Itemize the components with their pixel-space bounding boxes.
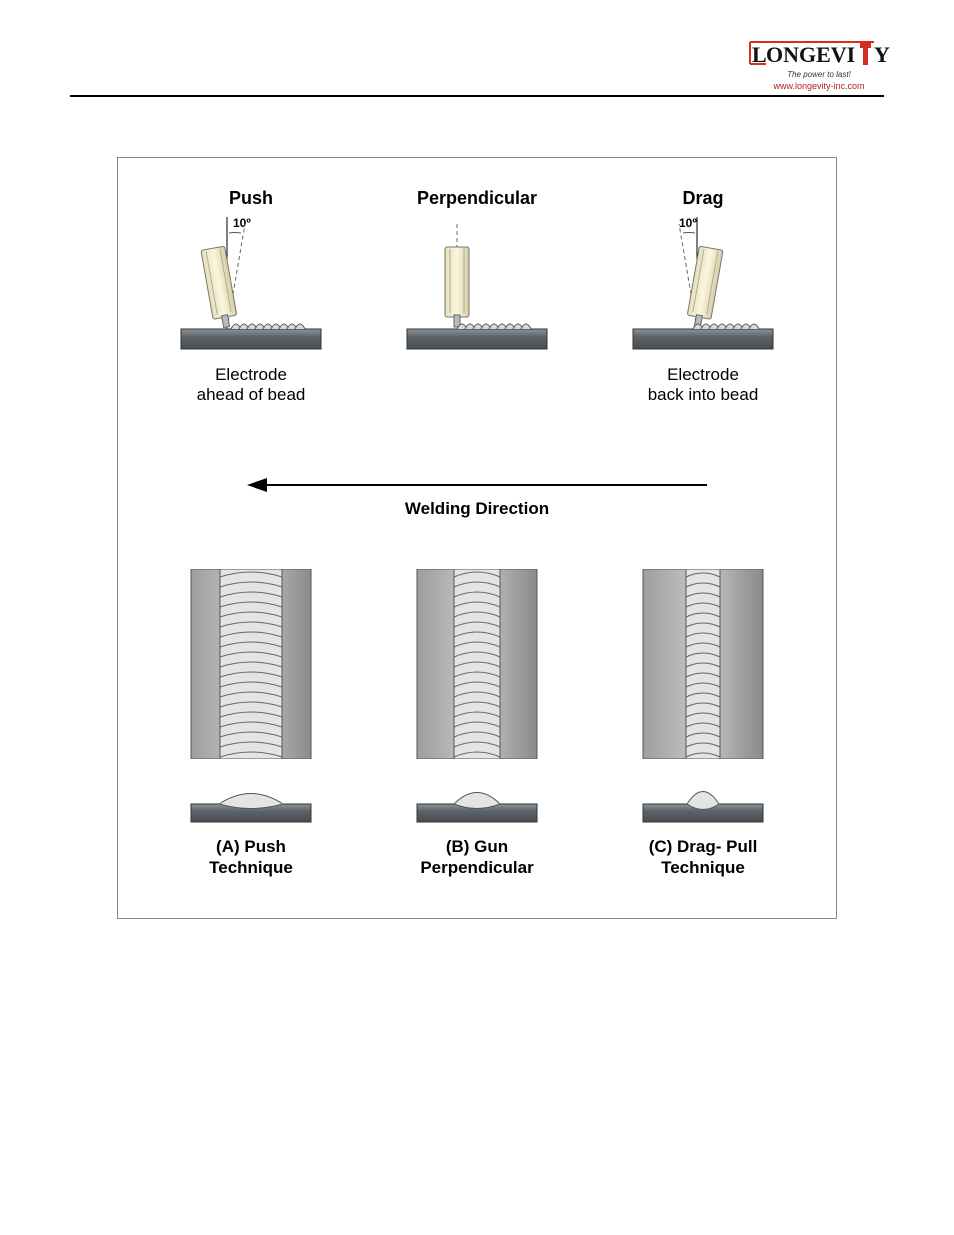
page-header: L ONGEVI Y The power to last! www.longev…	[60, 40, 894, 91]
brand-url: www.longevity-inc.com	[773, 81, 864, 91]
top-caption	[475, 365, 480, 385]
bottom-label: (B) Gun Perpendicular	[420, 837, 533, 878]
welding-figure: Push 10º	[117, 157, 837, 919]
drag-diagram: 10º	[623, 209, 783, 359]
bottom-cell-a: (A) Push Technique	[151, 569, 351, 878]
bottom-label: (C) Drag- Pull Technique	[649, 837, 758, 878]
bead-top-view-a	[181, 569, 321, 759]
top-cell-drag: Drag 10º	[603, 188, 803, 405]
push-diagram: 10º	[171, 209, 331, 359]
bottom-cell-b: (B) Gun Perpendicular	[377, 569, 577, 878]
bead-cross-section-b	[407, 789, 547, 829]
welding-direction: Welding Direction	[138, 475, 816, 519]
figure-bottom-row: (A) Push Technique	[138, 569, 816, 878]
svg-text:L: L	[752, 42, 767, 67]
svg-text:ONGEVI: ONGEVI	[766, 42, 855, 67]
direction-arrow-icon	[247, 475, 707, 495]
angle-label: 10º	[233, 216, 251, 230]
direction-label: Welding Direction	[405, 499, 549, 519]
bead-top-view-c	[633, 569, 773, 759]
bottom-label: (A) Push Technique	[209, 837, 293, 878]
angle-label: 10º	[679, 216, 697, 230]
top-caption: Electrode back into bead	[648, 365, 759, 406]
bead-cross-section-c	[633, 789, 773, 829]
top-caption: Electrode ahead of bead	[197, 365, 306, 406]
brand-tagline: The power to last!	[787, 70, 851, 79]
top-cell-push: Push 10º	[151, 188, 351, 405]
bead-top-view-b	[407, 569, 547, 759]
brand-logo-block: L ONGEVI Y The power to last! www.longev…	[744, 40, 894, 91]
document-page: L ONGEVI Y The power to last! www.longev…	[0, 0, 954, 979]
bead-cross-section-a	[181, 789, 321, 829]
figure-top-row: Push 10º	[138, 188, 816, 405]
svg-text:Y: Y	[874, 42, 890, 67]
bottom-cell-c: (C) Drag- Pull Technique	[603, 569, 803, 878]
top-title: Drag	[682, 188, 723, 209]
top-title: Perpendicular	[417, 188, 537, 209]
brand-logo: L ONGEVI Y	[744, 40, 894, 72]
top-title: Push	[229, 188, 273, 209]
top-cell-perpendicular: Perpendicular	[377, 188, 577, 385]
perpendicular-diagram	[397, 209, 557, 359]
header-rule	[70, 95, 884, 97]
